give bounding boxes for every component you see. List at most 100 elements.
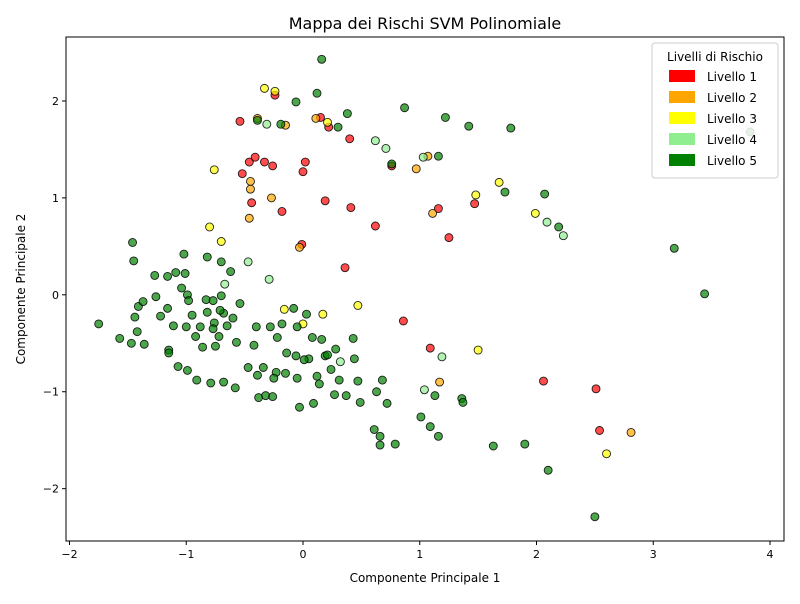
data-point	[260, 157, 269, 167]
data-point	[187, 310, 197, 320]
data-point	[180, 269, 190, 278]
data-point	[289, 303, 299, 313]
y-tick-label: −1	[43, 386, 59, 399]
data-point	[191, 332, 201, 341]
data-point	[208, 296, 218, 306]
legend-swatch	[669, 112, 695, 124]
data-point	[216, 237, 226, 246]
data-point	[279, 304, 289, 314]
x-axis-label: Componente Principale 1	[350, 571, 501, 585]
data-point	[115, 333, 125, 343]
data-point	[250, 152, 260, 162]
data-point	[184, 296, 194, 306]
data-point	[353, 301, 363, 310]
data-point	[228, 313, 238, 323]
data-point	[381, 144, 391, 153]
data-point	[156, 311, 166, 321]
data-point	[348, 333, 358, 343]
data-point	[202, 252, 212, 262]
data-point	[220, 279, 230, 289]
data-point	[320, 196, 330, 206]
chart-title: Mappa dei Rischi SVM Polinomiale	[289, 14, 562, 33]
data-point	[163, 271, 173, 281]
data-point	[215, 305, 225, 315]
data-point	[230, 383, 240, 393]
data-point	[253, 115, 262, 125]
data-point	[626, 427, 636, 437]
y-tick-label: −2	[43, 483, 59, 496]
y-tick-label: 0	[52, 289, 59, 302]
data-point	[595, 426, 604, 435]
data-point	[267, 193, 276, 203]
data-point	[311, 113, 321, 123]
data-point	[425, 422, 435, 432]
data-point	[232, 337, 241, 347]
data-point	[323, 117, 332, 127]
data-point	[219, 377, 229, 387]
data-point	[291, 351, 301, 361]
data-point	[268, 161, 278, 171]
data-point	[314, 379, 324, 389]
data-point	[349, 354, 359, 364]
plot-frame	[65, 36, 785, 542]
data-point	[418, 152, 428, 162]
data-point	[520, 439, 530, 449]
y-tick-label: 2	[52, 95, 59, 108]
data-point	[530, 208, 540, 218]
x-tick-label: −2	[61, 548, 77, 561]
data-point	[292, 373, 302, 383]
data-point	[428, 208, 438, 218]
data-point	[243, 363, 253, 372]
data-point	[226, 267, 236, 277]
data-point	[237, 169, 247, 179]
data-point	[473, 345, 483, 355]
data-point	[398, 316, 408, 326]
data-point	[249, 340, 259, 350]
data-point	[277, 207, 287, 216]
data-point	[333, 122, 343, 132]
data-point	[390, 439, 400, 449]
data-point	[235, 299, 245, 308]
data-point	[539, 376, 548, 386]
data-point	[192, 375, 202, 385]
data-point	[317, 334, 327, 344]
data-point	[425, 343, 435, 353]
data-point	[291, 97, 301, 107]
data-point	[591, 384, 601, 394]
data-point	[260, 83, 269, 93]
data-point	[375, 440, 385, 450]
data-point	[353, 376, 363, 386]
data-point	[128, 238, 137, 247]
data-point	[171, 268, 181, 277]
legend-entry-label: Livello 5	[707, 154, 757, 168]
data-point	[276, 119, 286, 129]
data-point	[209, 165, 219, 175]
data-point	[506, 123, 516, 133]
data-point	[295, 242, 304, 252]
data-point	[387, 159, 397, 169]
data-point	[246, 184, 255, 194]
data-point	[700, 289, 710, 299]
data-point	[370, 136, 380, 146]
data-point	[206, 378, 216, 388]
data-point	[132, 327, 142, 337]
data-point	[435, 377, 445, 387]
data-point	[375, 431, 385, 441]
data-point	[590, 512, 600, 522]
data-point	[163, 303, 173, 313]
data-point	[433, 151, 443, 161]
data-point	[330, 390, 339, 400]
data-point	[312, 371, 322, 381]
x-tick-label: −1	[178, 548, 194, 561]
data-point	[292, 322, 302, 332]
data-point	[150, 270, 160, 280]
data-point	[558, 231, 568, 241]
data-point	[202, 307, 212, 317]
data-point	[277, 319, 287, 329]
data-point	[164, 348, 174, 358]
data-point	[307, 333, 317, 342]
data-point	[433, 431, 443, 441]
data-point	[177, 283, 187, 293]
data-point	[411, 164, 421, 174]
